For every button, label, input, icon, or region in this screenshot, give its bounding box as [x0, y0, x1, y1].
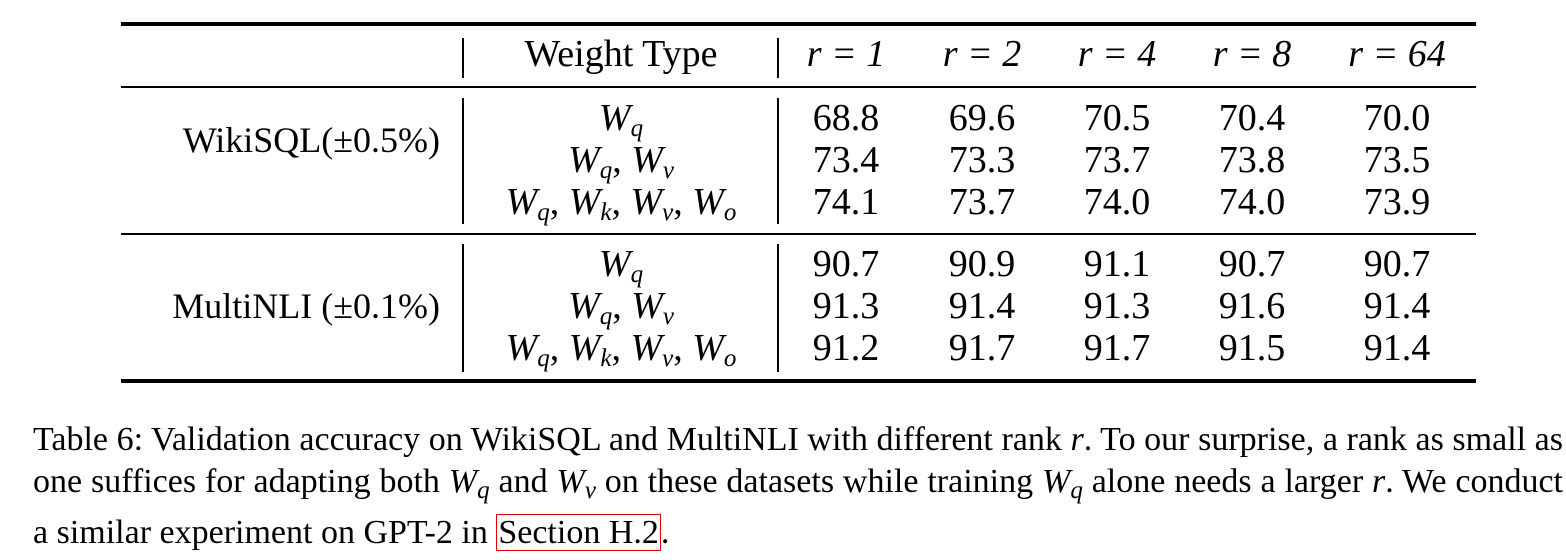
value-cell: 91.7 — [1083, 327, 1151, 369]
weight-cell: Wq — [598, 243, 644, 288]
value-cell: 90.7 — [1218, 243, 1286, 285]
value-cell: 91.4 — [948, 285, 1016, 327]
value-cell: 91.3 — [1083, 285, 1151, 327]
weight-cell: Wq, Wv — [568, 285, 674, 330]
value-cell: 90.9 — [948, 243, 1016, 285]
value-cell: 91.5 — [1218, 327, 1286, 369]
header-rank-4: r = 4 — [1077, 33, 1157, 75]
value-cell: 73.8 — [1218, 139, 1286, 181]
value-cell: 73.7 — [1083, 139, 1151, 181]
value-cell: 70.0 — [1363, 97, 1431, 139]
value-cell: 70.5 — [1083, 97, 1151, 139]
vrule-label-header — [462, 38, 464, 78]
value-cell: 73.7 — [948, 181, 1016, 223]
bottom-rule — [121, 379, 1476, 383]
group-label-multinli: MultiNLI (±0.1%) — [172, 286, 440, 326]
value-cell: 70.4 — [1218, 97, 1286, 139]
weight-cell: Wq, Wv — [568, 139, 674, 184]
group-label-wikisql: WikiSQL(±0.5%) — [182, 120, 440, 160]
weight-cell: Wq, Wk, Wv, Wo — [505, 327, 737, 372]
table-caption: Table 6: Validation accuracy on WikiSQL … — [33, 421, 1564, 551]
value-cell: 91.1 — [1083, 243, 1151, 285]
header-rank-64: r = 64 — [1348, 33, 1446, 75]
value-cell: 68.8 — [812, 97, 880, 139]
header-rule — [121, 86, 1476, 88]
vrule-weight-group2 — [777, 244, 779, 372]
value-cell: 91.6 — [1218, 285, 1286, 327]
value-cell: 73.4 — [812, 139, 880, 181]
value-cell: 74.0 — [1218, 181, 1286, 223]
value-cell: 74.1 — [812, 181, 880, 223]
group-separator-rule — [121, 233, 1476, 235]
header-rank-8: r = 8 — [1212, 33, 1292, 75]
weight-cell: Wq — [598, 97, 644, 142]
value-cell: 91.3 — [812, 285, 880, 327]
header-rank-2: r = 2 — [942, 33, 1022, 75]
top-rule — [121, 22, 1476, 26]
header-rank-1: r = 1 — [806, 33, 886, 75]
value-cell: 69.6 — [948, 97, 1016, 139]
vrule-label-group1 — [462, 98, 464, 224]
value-cell: 90.7 — [812, 243, 880, 285]
value-cell: 73.9 — [1363, 181, 1431, 223]
value-cell: 73.5 — [1363, 139, 1431, 181]
vrule-weight-header — [777, 38, 779, 78]
weight-cell: Wq, Wk, Wv, Wo — [505, 181, 737, 226]
value-cell: 91.2 — [812, 327, 880, 369]
value-cell: 91.4 — [1363, 285, 1431, 327]
header-weight-type: Weight Type — [524, 33, 718, 75]
value-cell: 74.0 — [1083, 181, 1151, 223]
vrule-label-group2 — [462, 244, 464, 372]
value-cell: 90.7 — [1363, 243, 1431, 285]
value-cell: 73.3 — [948, 139, 1016, 181]
section-link[interactable]: Section H.2 — [496, 514, 661, 551]
value-cell: 91.4 — [1363, 327, 1431, 369]
vrule-weight-group1 — [777, 98, 779, 224]
value-cell: 91.7 — [948, 327, 1016, 369]
